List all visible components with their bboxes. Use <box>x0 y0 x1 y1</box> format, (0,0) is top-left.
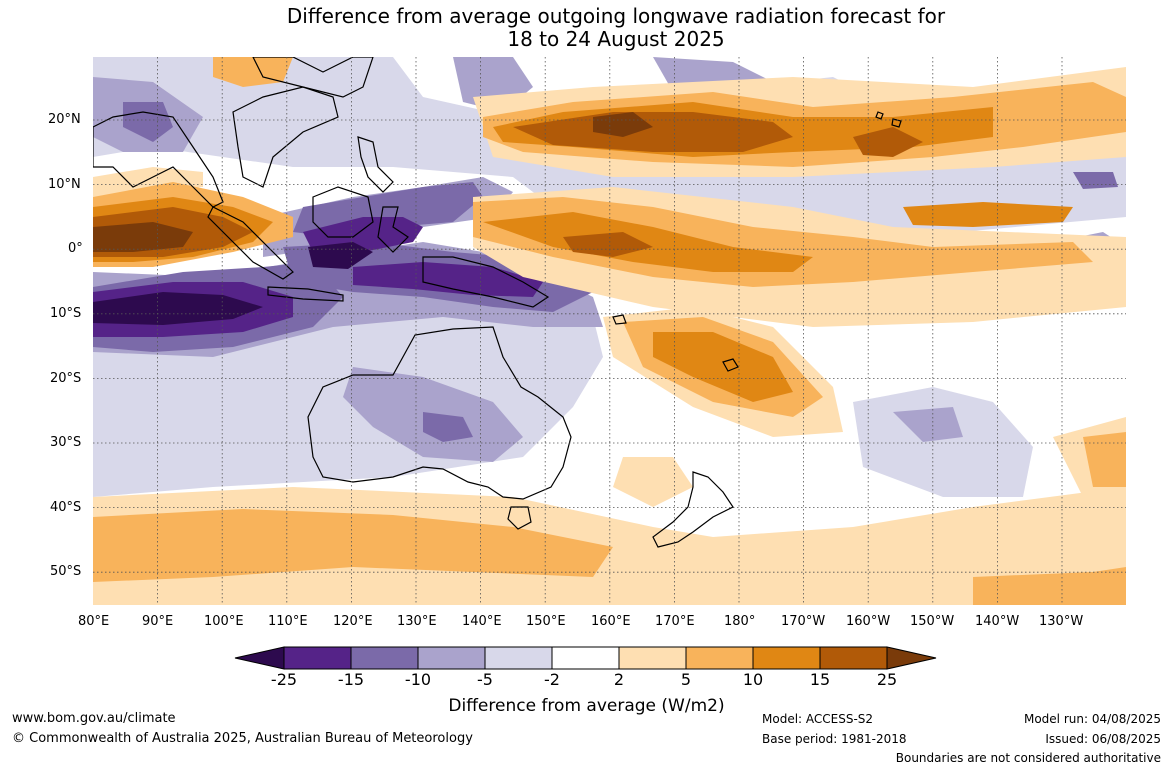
colorbar-title: Difference from average (W/m2) <box>448 696 725 716</box>
anomaly-layer-extreme-purple <box>93 242 373 325</box>
colorbar-segment <box>484 646 553 670</box>
lon-label: 130°E <box>397 614 437 629</box>
lat-label: 40°S <box>50 500 82 515</box>
colorbar-tick-label: 10 <box>742 670 764 689</box>
footer-issued: Issued: 06/08/2025 <box>1045 732 1161 746</box>
colorbar-tick-label: -15 <box>337 670 365 689</box>
colorbar-segment <box>283 646 352 670</box>
lat-label: 10°N <box>48 177 81 192</box>
colorbar-tick-label: -25 <box>270 670 298 689</box>
map-title-line2: 18 to 24 August 2025 <box>507 27 725 51</box>
map-title-line1: Difference from average outgoing longwav… <box>286 4 946 28</box>
colorbar-tick-label: -10 <box>404 670 432 689</box>
lon-label: 80°E <box>78 614 110 629</box>
lon-label: 160°W <box>846 614 891 629</box>
colorbar-tick-label: 5 <box>680 670 692 689</box>
colorbar-tick-label: 2 <box>613 670 625 689</box>
footer-boundaries-note: Boundaries are not considered authoritat… <box>895 751 1161 765</box>
lon-label: 90°E <box>142 614 174 629</box>
colorbar-segment <box>685 646 754 670</box>
lon-label: 110°E <box>268 614 308 629</box>
lon-label: 170°E <box>655 614 695 629</box>
lon-label: 140°W <box>975 614 1020 629</box>
lon-label: 120°E <box>333 614 373 629</box>
olr-anomaly-map <box>93 57 1126 605</box>
footer-copyright: © Commonwealth of Australia 2025, Austra… <box>12 731 473 746</box>
colorbar-extend-low <box>234 646 285 670</box>
colorbar-tick-label: 15 <box>809 670 831 689</box>
lat-label: 20°S <box>50 371 82 386</box>
lon-label: 150°E <box>526 614 566 629</box>
footer-website: www.bom.gov.au/climate <box>12 711 176 726</box>
colorbar-segment <box>350 646 419 670</box>
colorbar-extend-high <box>886 646 937 670</box>
lon-label: 150°W <box>910 614 955 629</box>
lat-label: 0° <box>68 241 83 256</box>
anomaly-layer-darkest-brown <box>93 112 653 252</box>
lon-label: 180° <box>724 614 756 629</box>
colorbar-segment <box>752 646 821 670</box>
lon-label: 100°E <box>204 614 244 629</box>
lon-label: 160°E <box>591 614 631 629</box>
colorbar-segment <box>618 646 687 670</box>
lat-label: 30°S <box>50 435 82 450</box>
lon-label: 130°W <box>1039 614 1084 629</box>
lat-label: 10°S <box>50 306 82 321</box>
colorbar-tick-label: -2 <box>544 670 560 689</box>
lon-label: 170°W <box>781 614 826 629</box>
lon-label: 140°E <box>462 614 502 629</box>
graticule <box>93 57 1126 605</box>
footer-base-period: Base period: 1981-2018 <box>762 732 907 746</box>
colorbar-segment <box>417 646 486 670</box>
colorbar-segment <box>551 646 620 670</box>
lat-label: 50°S <box>50 564 82 579</box>
colorbar-tick-label: 25 <box>876 670 898 689</box>
footer-model: Model: ACCESS-S2 <box>762 712 874 726</box>
footer-model-run: Model run: 04/08/2025 <box>1023 712 1161 726</box>
colorbar-segment <box>819 646 888 670</box>
land-outlines <box>93 57 902 548</box>
colorbar <box>234 646 937 670</box>
colorbar-tick-label: -5 <box>477 670 493 689</box>
lat-label: 20°N <box>48 112 81 127</box>
